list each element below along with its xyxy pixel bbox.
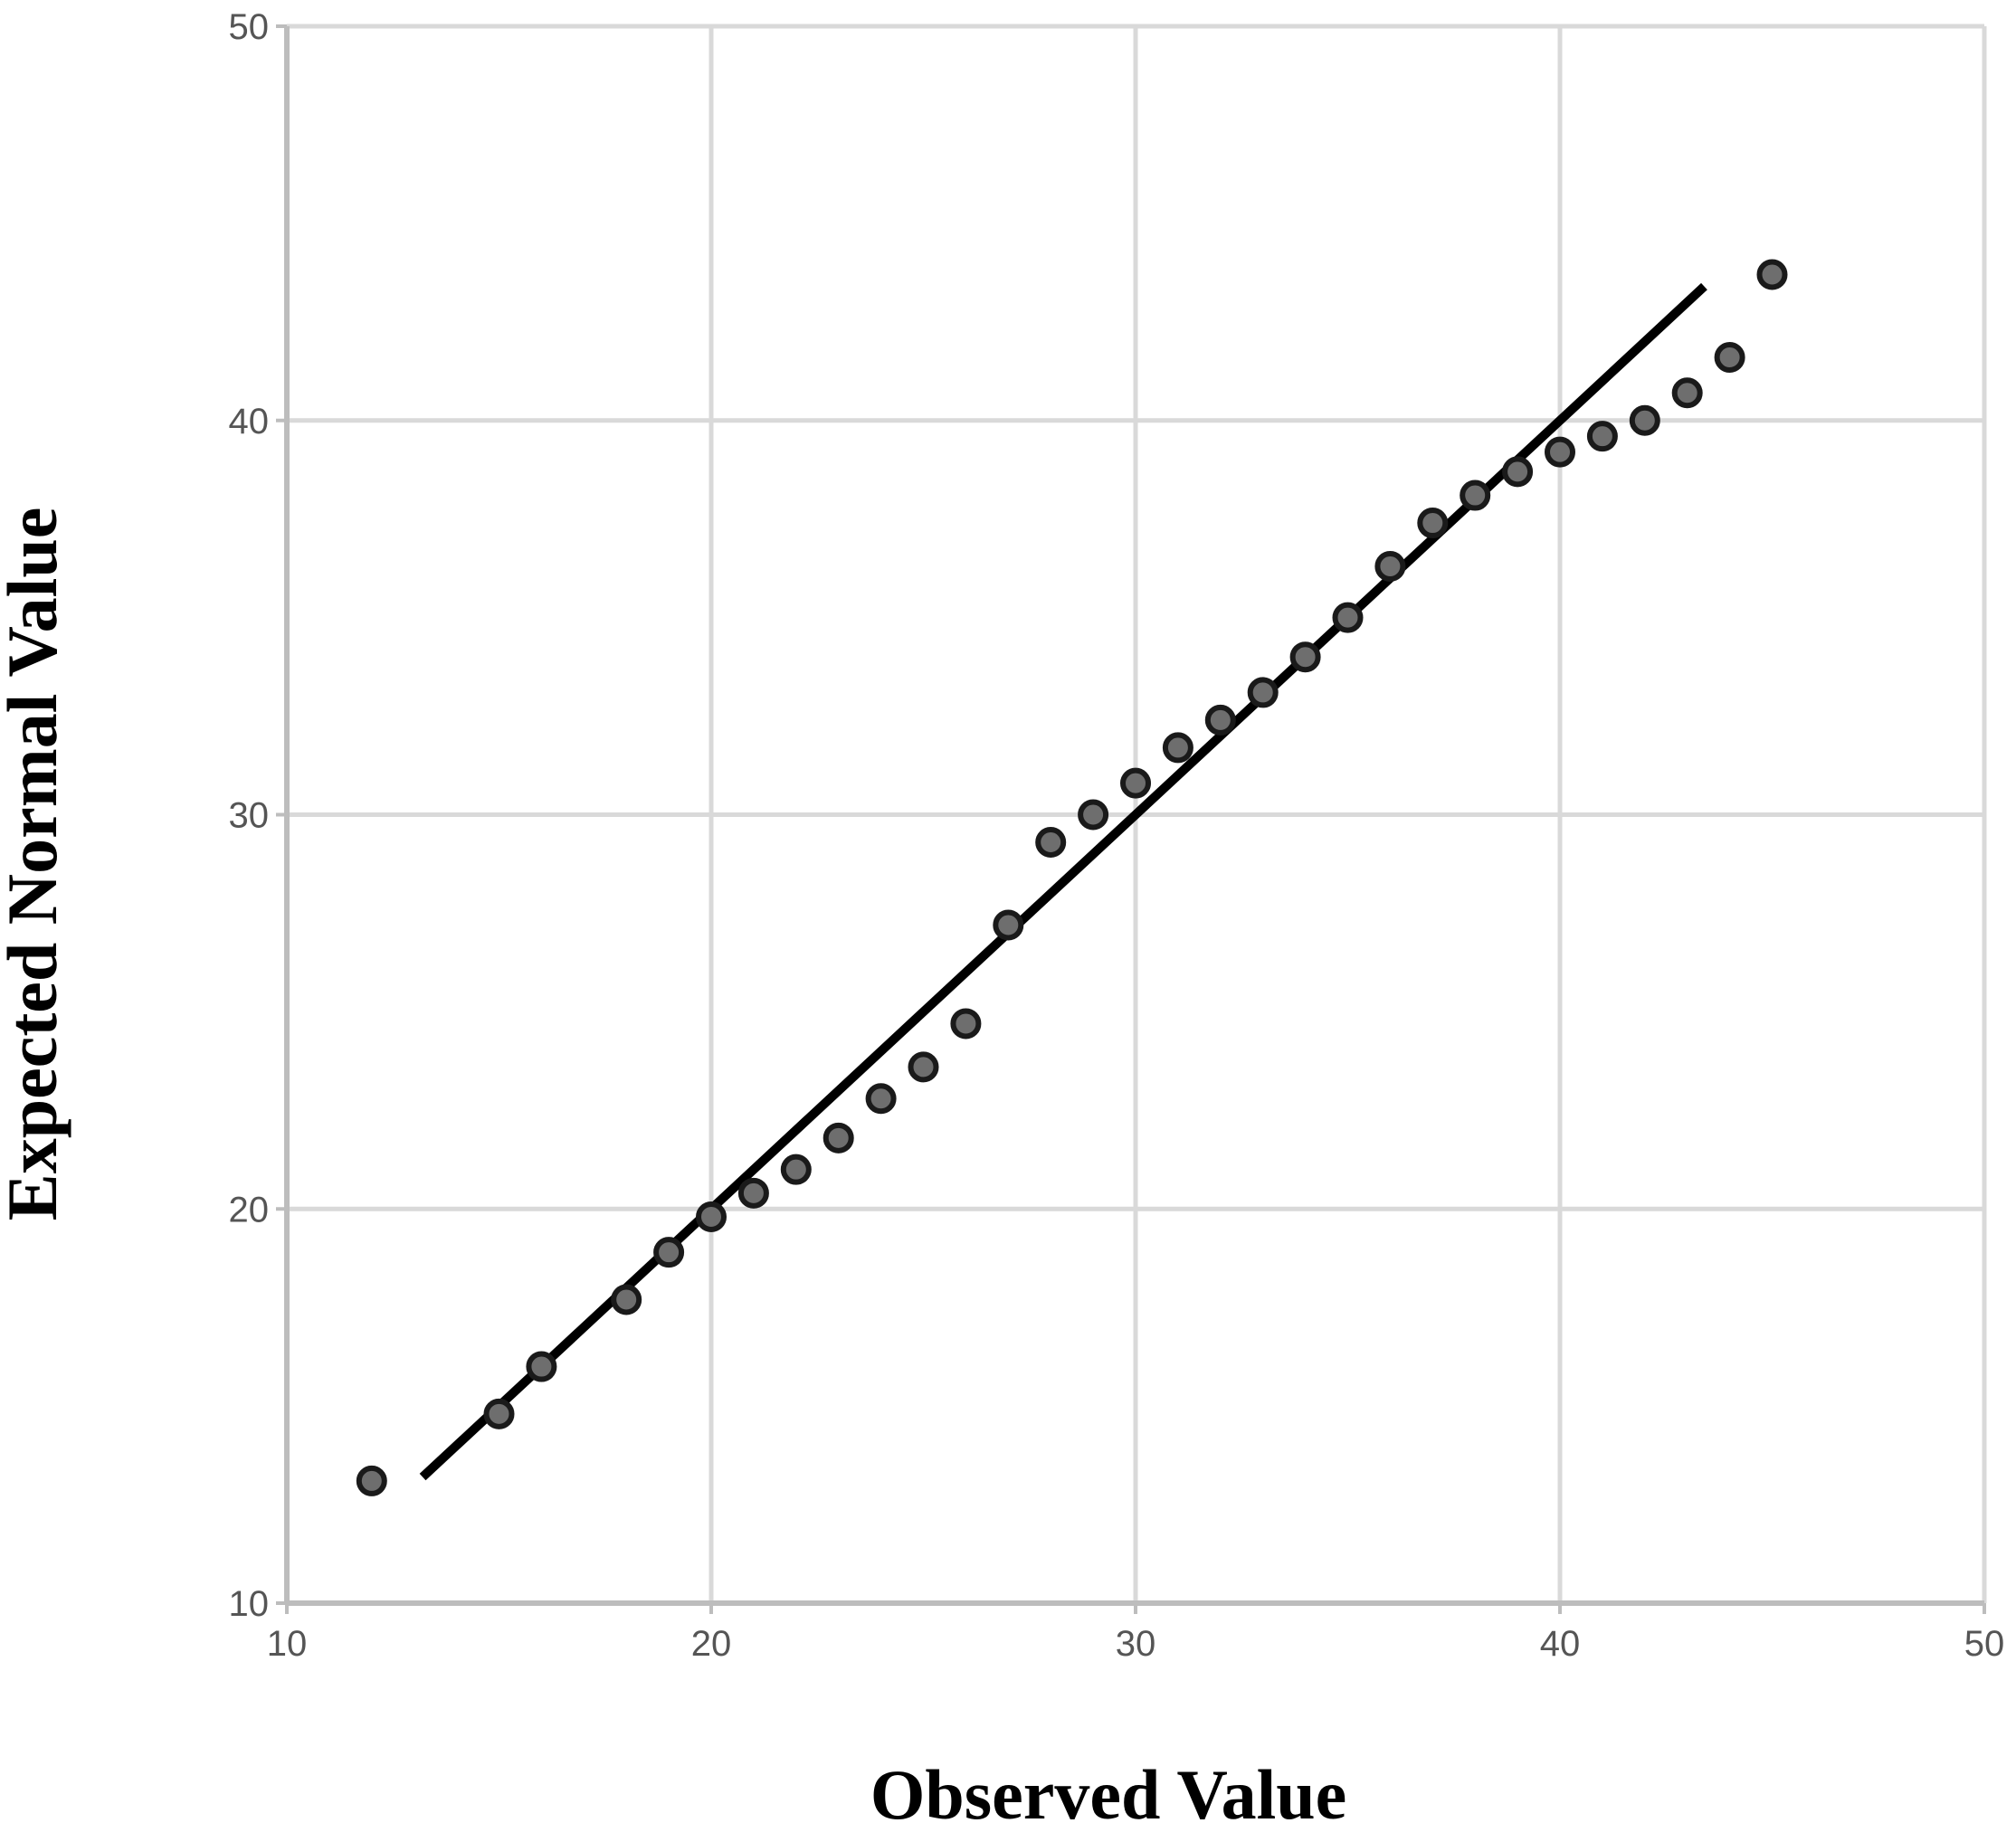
data-point <box>1120 767 1151 799</box>
x-tick-label: 10 <box>267 1624 308 1664</box>
data-point <box>1417 508 1449 539</box>
data-point <box>1502 456 1534 488</box>
data-point <box>356 1465 387 1496</box>
x-axis-title: Observed Value <box>870 1755 1347 1834</box>
y-tick-label: 40 <box>229 402 270 442</box>
plot-axes <box>276 24 1986 1614</box>
y-tick-label: 20 <box>229 1190 270 1230</box>
data-point <box>696 1201 727 1232</box>
data-point <box>1714 342 1745 374</box>
tick-labels: 10 20 30 40 50 10 20 30 40 50 <box>229 7 2005 1664</box>
y-axis-title: Expected Normal Value <box>0 508 71 1221</box>
data-point <box>1374 550 1406 582</box>
x-tick-label: 20 <box>691 1624 732 1664</box>
data-point <box>1671 377 1703 409</box>
data-point <box>526 1351 557 1382</box>
data-point <box>653 1237 685 1268</box>
data-point <box>780 1154 812 1185</box>
data-points <box>356 259 1788 1496</box>
x-tick-label: 50 <box>1964 1624 2005 1664</box>
data-point <box>1289 641 1321 673</box>
data-point <box>1586 421 1618 452</box>
data-point <box>483 1398 515 1429</box>
data-point <box>1756 259 1788 290</box>
data-point <box>1545 436 1575 468</box>
data-point <box>1629 404 1660 436</box>
data-point <box>908 1051 939 1083</box>
y-tick-label: 10 <box>229 1584 270 1624</box>
data-point <box>1332 602 1364 633</box>
reference-line <box>419 282 1707 1481</box>
data-point <box>993 909 1024 941</box>
data-point <box>1460 479 1491 511</box>
data-point <box>737 1177 769 1209</box>
data-point <box>1247 677 1279 708</box>
data-point <box>611 1284 642 1315</box>
data-point <box>950 1008 982 1040</box>
data-point <box>1204 704 1236 736</box>
data-point <box>1078 799 1109 831</box>
data-point <box>823 1122 854 1154</box>
reference-line-layer <box>419 282 1707 1481</box>
y-tick-label: 30 <box>229 796 270 836</box>
x-tick-label: 40 <box>1540 1624 1581 1664</box>
data-point <box>1162 732 1193 764</box>
data-point <box>865 1083 897 1115</box>
data-point <box>1035 827 1067 859</box>
x-tick-label: 30 <box>1116 1624 1156 1664</box>
y-tick-label: 50 <box>229 7 270 47</box>
